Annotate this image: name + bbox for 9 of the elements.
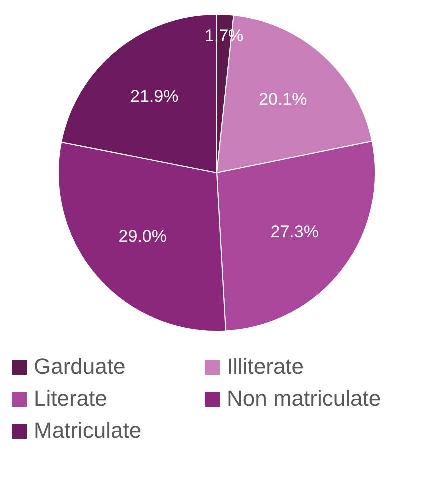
data-label: 21.9% xyxy=(130,86,179,106)
legend-label: Matriculate xyxy=(34,418,142,444)
legend-label: Illiterate xyxy=(227,354,304,380)
data-label: 20.1% xyxy=(259,90,308,110)
data-label: 27.3% xyxy=(270,222,319,242)
data-label: 29.0% xyxy=(118,227,167,246)
legend-label: Literate xyxy=(34,386,108,412)
legend-label: Non matriculate xyxy=(227,386,382,412)
legend-label: Garduate xyxy=(34,354,126,380)
